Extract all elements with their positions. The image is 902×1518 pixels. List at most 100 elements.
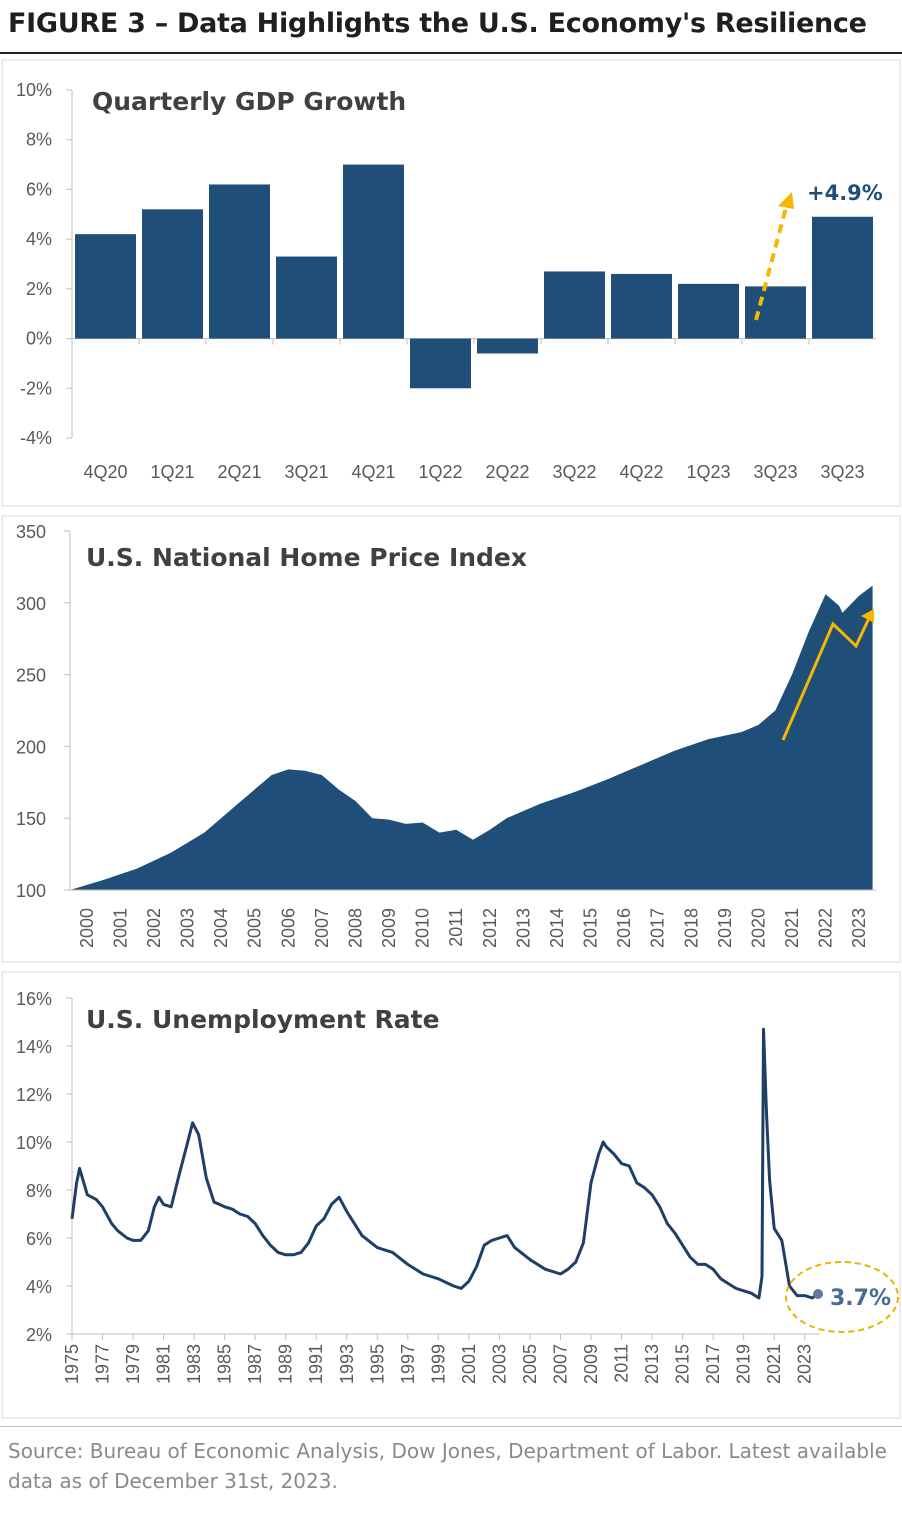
unemployment-y-tick-label: 2% — [26, 1325, 52, 1345]
gdp-trend-arrow — [754, 199, 790, 321]
home-price-x-tick-label: 2003 — [178, 908, 198, 948]
unemployment-x-tick-label: 2017 — [703, 1344, 723, 1384]
gdp-x-axis: 4Q20 1Q21 2Q21 3Q21 4Q21 1Q22 2Q22 3Q22 4Q22 1Q23… — [71, 338, 865, 482]
unemployment-y-tick-label: 8% — [26, 1181, 52, 1201]
unemployment-line — [70, 1027, 820, 1300]
unemployment-x-tick-label: 1989 — [276, 1344, 296, 1384]
unemployment-latest-marker — [813, 1289, 823, 1299]
home-price-chart-frame — [1, 515, 901, 963]
unemployment-chart-panel: 2% 4% 6% 8% 10% 12% 14% 16% 1975 1977 1979 1981 198… — [0, 970, 902, 1422]
home-price-y-tick-label: 100 — [16, 881, 46, 901]
home-price-x-tick-label: 2022 — [816, 908, 836, 948]
home-price-x-tick-label: 2018 — [681, 908, 701, 948]
home-price-x-tick-label: 2008 — [346, 908, 366, 948]
unemployment-x-tick-label: 2015 — [673, 1344, 693, 1384]
unemployment-annotation-circle — [785, 1261, 899, 1333]
unemployment-x-tick-label: 1995 — [367, 1344, 387, 1384]
unemployment-x-tick-label: 1977 — [93, 1344, 113, 1384]
unemployment-y-tick-label: 4% — [26, 1277, 52, 1297]
source-note: Source: Bureau of Economic Analysis, Dow… — [8, 1439, 887, 1493]
gdp-bar — [544, 271, 605, 339]
gdp-chart-title: Quarterly GDP Growth — [92, 87, 406, 116]
unemployment-x-tick-label: 1991 — [306, 1344, 326, 1384]
gdp-bar — [142, 209, 203, 339]
home-price-area — [70, 585, 873, 890]
gdp-bar — [477, 338, 538, 354]
home-price-x-tick-label: 2014 — [547, 908, 567, 948]
home-price-x-tick-label: 2016 — [614, 908, 634, 948]
gdp-chart-panel: Quarterly GDP Growth -4% -2% 0% 2% 4% 6% 8% 10%… — [0, 58, 902, 508]
gdp-bar — [678, 283, 739, 339]
home-price-x-tick-label: 2009 — [379, 908, 399, 948]
unemployment-x-tick-label: 1981 — [154, 1344, 174, 1384]
home-price-trend-arrowhead — [861, 609, 874, 623]
unemployment-y-tick-label: 16% — [16, 989, 52, 1009]
home-price-x-tick-label: 2015 — [581, 908, 601, 948]
home-price-x-tick-label: 2000 — [77, 908, 97, 948]
gdp-y-tick-label: 10% — [16, 80, 52, 100]
gdp-bar — [276, 256, 337, 339]
unemployment-x-tick-label: 1999 — [428, 1344, 448, 1384]
gdp-y-tick-label: 8% — [26, 130, 52, 150]
home-price-y-tick-label: 350 — [16, 522, 46, 542]
unemployment-y-axis: 2% 4% 6% 8% 10% 12% 14% 16% — [16, 989, 73, 1345]
gdp-y-tick-label: 2% — [26, 279, 52, 299]
home-price-trend-arrow — [781, 615, 872, 741]
gdp-trend-arrowhead — [778, 192, 794, 209]
gdp-bar — [410, 338, 471, 389]
unemployment-x-tick-label: 2011 — [612, 1344, 632, 1383]
unemployment-x-tick-label: 1987 — [245, 1344, 265, 1384]
unemployment-annotation: 3.7% — [830, 1286, 891, 1311]
home-price-x-tick-label: 2020 — [749, 908, 769, 948]
unemployment-x-tick-label: 1975 — [62, 1344, 82, 1384]
title-divider — [0, 52, 902, 54]
gdp-chart: Quarterly GDP Growth -4% -2% 0% 2% 4% 6% 8% 10%… — [1, 59, 901, 507]
gdp-x-tick-label: 2Q22 — [485, 462, 529, 482]
gdp-x-tick-label: 1Q21 — [150, 462, 194, 482]
home-price-x-tick-label: 2001 — [110, 908, 130, 948]
home-price-x-tick-label: 2004 — [211, 908, 231, 948]
unemployment-chart-frame — [1, 971, 901, 1419]
unemployment-x-tick-label: 2019 — [734, 1344, 754, 1384]
gdp-bar — [812, 216, 873, 339]
unemployment-x-tick-label: 2023 — [795, 1344, 815, 1384]
gdp-x-tick-label: 3Q23 — [820, 462, 864, 482]
home-price-x-tick-label: 2013 — [513, 908, 533, 948]
gdp-x-tick-label: 3Q21 — [284, 462, 328, 482]
gdp-x-tick-label: 4Q22 — [619, 462, 663, 482]
gdp-x-tick-label: 1Q23 — [686, 462, 730, 482]
gdp-bars — [75, 164, 873, 389]
gdp-chart-frame — [1, 59, 901, 507]
unemployment-x-tick-label: 1979 — [123, 1344, 143, 1384]
home-price-x-tick-label: 2002 — [144, 908, 164, 948]
unemployment-x-axis: 1975 1977 1979 1981 1983 1985 1987 1989 1991 1993… — [62, 1333, 820, 1384]
home-price-x-tick-label: 2005 — [245, 908, 265, 948]
home-price-chart-panel: 100 150 200 250 300 350 2000 2001 2002 2003 2004 2… — [0, 514, 902, 964]
unemployment-chart-title: U.S. Unemployment Rate — [86, 1005, 440, 1034]
home-price-x-axis: 2000 2001 2002 2003 2004 2005 2006 2007 2008 2009… — [70, 889, 876, 948]
unemployment-x-tick-label: 1997 — [398, 1344, 418, 1384]
unemployment-x-tick-label: 1993 — [337, 1344, 357, 1384]
unemployment-x-tick-label: 1985 — [215, 1344, 235, 1384]
unemployment-chart: 2% 4% 6% 8% 10% 12% 14% 16% 1975 1977 1979 1981 198… — [1, 971, 901, 1419]
gdp-y-tick-label: 4% — [26, 229, 52, 249]
gdp-y-tick-label: -4% — [20, 428, 52, 448]
home-price-y-tick-label: 200 — [16, 737, 46, 757]
gdp-y-tick-label: -2% — [20, 378, 52, 398]
home-price-y-axis: 100 150 200 250 300 350 — [16, 522, 71, 901]
unemployment-x-tick-label: 2001 — [459, 1344, 479, 1384]
gdp-x-tick-label: 3Q22 — [552, 462, 596, 482]
unemployment-x-tick-label: 1983 — [184, 1344, 204, 1384]
home-price-chart-title: U.S. National Home Price Index — [86, 543, 527, 572]
gdp-y-tick-label: 6% — [26, 179, 52, 199]
figure-title: FIGURE 3 – Data Highlights the U.S. Econ… — [8, 8, 867, 39]
unemployment-y-tick-label: 6% — [26, 1229, 52, 1249]
gdp-bar — [209, 184, 270, 339]
home-price-x-tick-label: 2006 — [278, 908, 298, 948]
unemployment-x-tick-label: 2013 — [642, 1344, 662, 1384]
source-divider — [0, 1426, 902, 1427]
unemployment-x-tick-label: 2003 — [489, 1344, 509, 1384]
gdp-x-tick-label: 1Q22 — [418, 462, 462, 482]
home-price-x-tick-label: 2011 — [446, 908, 466, 947]
unemployment-x-tick-label: 2007 — [551, 1344, 571, 1384]
